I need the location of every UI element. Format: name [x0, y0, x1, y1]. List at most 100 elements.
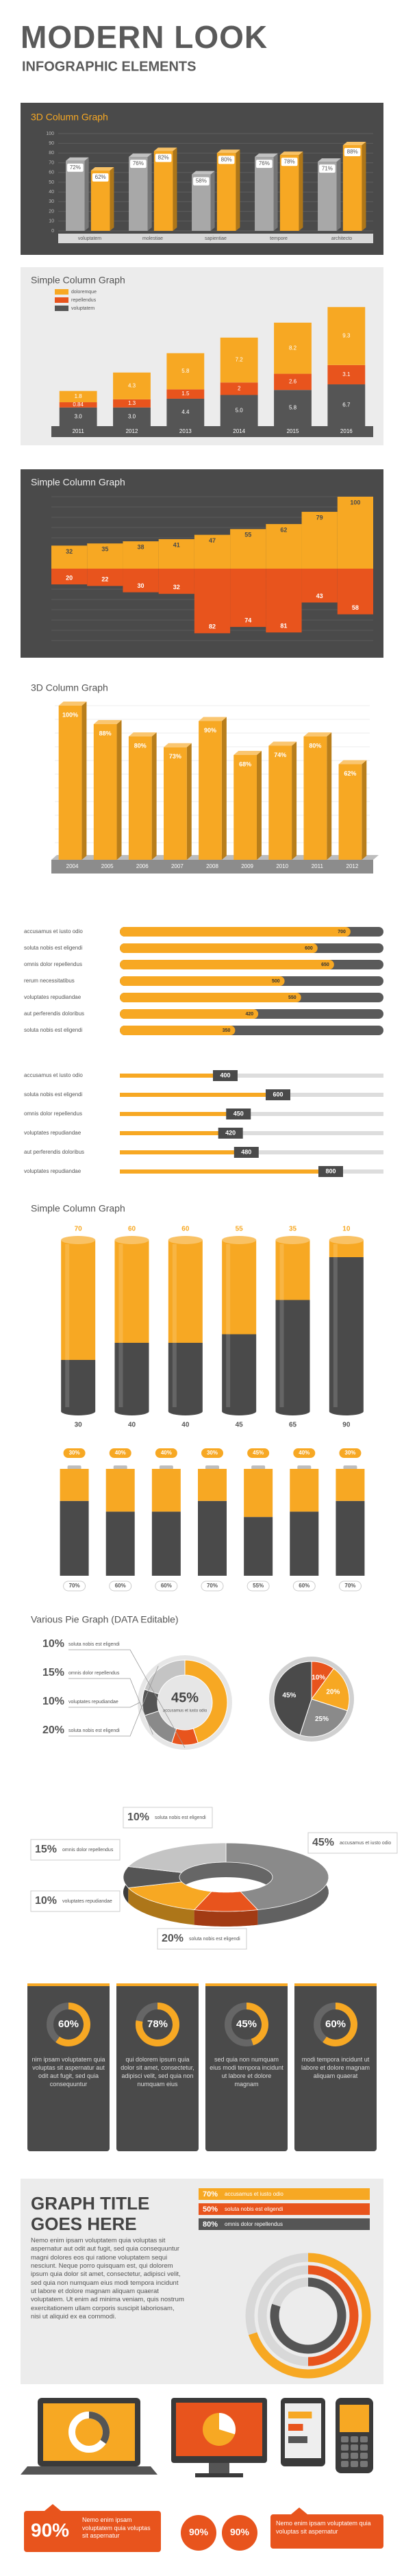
card-caption: nim ipsam voluptatem quia voluptas sit a… [31, 2056, 105, 2088]
cylinder-top [114, 1236, 149, 1244]
bar-segment [60, 1469, 89, 1501]
value-label: 32 [66, 548, 73, 555]
bar-side [362, 142, 366, 231]
value-label: 480 [241, 1148, 251, 1155]
cylinder-top [61, 1236, 96, 1244]
bar-top [129, 153, 152, 158]
callout-pointer [45, 2504, 61, 2511]
bar-segment [61, 1240, 96, 1360]
x-tick-label: voluptatem [78, 236, 101, 241]
center-value: 45% [171, 1690, 199, 1705]
tablet-bar [288, 2424, 303, 2431]
value-label: 68% [239, 760, 251, 767]
y-tick-label: 50 [49, 180, 54, 185]
x-tick-label: 2014 [233, 428, 245, 434]
value-label-box [67, 163, 84, 172]
slice-label: 45% [282, 1692, 296, 1699]
value-label: 350 [223, 1028, 231, 1033]
x-tick-label: 2011 [73, 428, 85, 434]
legend-label: repellendus [71, 298, 97, 303]
label-badge [155, 1581, 178, 1592]
x-tick-label: 2004 [66, 863, 79, 869]
value-label: 70% [203, 2190, 218, 2199]
bar-track [120, 1131, 383, 1135]
value-label: 4.4 [181, 409, 190, 415]
cylinder-top [329, 1236, 364, 1244]
x-tick-label: sapientiae [205, 236, 227, 241]
y-tick-label: 0 [51, 229, 54, 234]
body-text: Nemo enim ipsam voluptatem quia voluptas… [31, 2237, 184, 2321]
value-label: 7.2 [236, 357, 244, 363]
screen-donut-arc [88, 2412, 110, 2444]
row-label: accusamus et iusto odio [24, 928, 83, 934]
bar-segment [59, 407, 97, 426]
value-label: 50% [203, 2205, 218, 2214]
bar-side [110, 166, 114, 231]
x-tick-label: 2016 [340, 428, 353, 434]
value-label: 40% [299, 1450, 310, 1456]
cylinder-shine [118, 1244, 123, 1407]
label-badge [339, 1448, 362, 1458]
bar [279, 155, 299, 231]
bar-top [233, 751, 262, 755]
row-label: accusamus et iusto odio [24, 1072, 83, 1078]
value-label: 60% [161, 1583, 172, 1589]
value-label: 70% [207, 1583, 218, 1589]
chart-title: GOES HERE [31, 2214, 137, 2234]
cylinder-shine [226, 1244, 231, 1407]
bar-segment [220, 382, 258, 395]
value-label: 8.2 [289, 345, 297, 351]
bar-down [194, 569, 231, 634]
value-label: 2 [238, 386, 241, 392]
bar-up [51, 545, 88, 569]
bar-segment [113, 407, 151, 426]
row-label: aut perferendis doloribus [24, 1011, 84, 1017]
value-label: 72% [70, 164, 81, 171]
category-strip [58, 234, 373, 243]
bar [318, 162, 337, 231]
phone-key [360, 2461, 368, 2467]
value-label: 3.0 [128, 413, 136, 419]
value-label: 70% [69, 1583, 80, 1589]
card-value: 60% [58, 2018, 79, 2030]
row-label: rerum necessitatibus [24, 978, 75, 984]
bar [120, 1009, 259, 1019]
label-box [307, 1832, 398, 1854]
bar [120, 1093, 278, 1097]
bar-side [273, 153, 278, 231]
bar-top [216, 149, 240, 153]
bar-side [186, 743, 192, 860]
chart-title: 3D Column Graph [31, 682, 108, 693]
phone-key [351, 2453, 358, 2459]
value-label: 30 [75, 1422, 83, 1429]
card-value: 60% [325, 2018, 346, 2030]
value-label: 22 [101, 576, 108, 583]
bar-top [279, 151, 303, 156]
bar-segment [244, 1469, 273, 1518]
bar-down [266, 569, 302, 633]
card-value: 78% [147, 2018, 168, 2030]
x-tick-label: 2011 [312, 863, 324, 869]
bar-side [256, 751, 262, 860]
cylinder-shine [65, 1244, 70, 1407]
value-label: 600 [305, 946, 313, 951]
segment-label: accusamus et iusto odio [340, 1841, 391, 1846]
label-bar [199, 2218, 370, 2230]
bar-segment [61, 1360, 96, 1411]
bar-side [327, 732, 332, 860]
bar-top [66, 157, 89, 161]
value-label: 62% [95, 174, 106, 180]
bar-segment [274, 373, 312, 391]
value-marker [226, 1109, 251, 1119]
value-label: 9.3 [342, 333, 351, 339]
y-tick-label: 80 [49, 151, 54, 156]
bar-segment [274, 322, 312, 374]
callout-value: 90% [230, 2527, 250, 2538]
bar-segment [244, 1517, 273, 1576]
tablet-bar [288, 2436, 307, 2443]
bar-up [194, 534, 231, 569]
value-label: 60 [128, 1226, 136, 1233]
bar-side [116, 720, 122, 860]
label-badge [63, 1581, 86, 1592]
value-label: 76% [259, 160, 270, 166]
